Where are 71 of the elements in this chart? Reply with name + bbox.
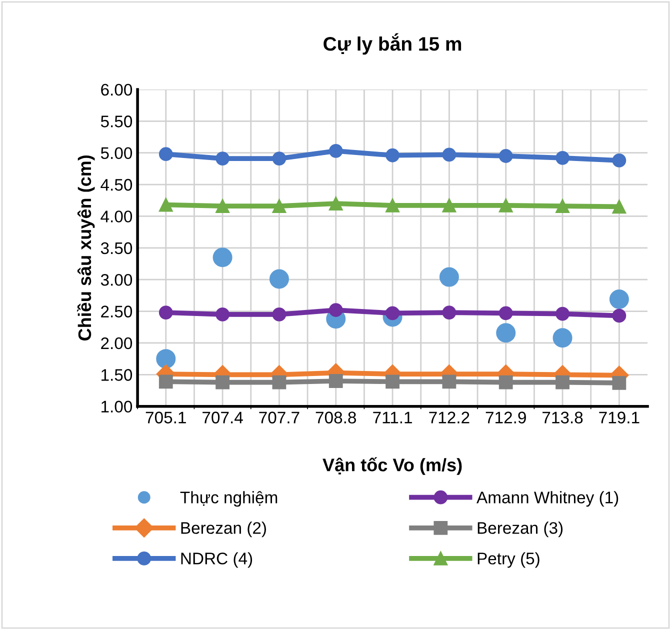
- point: [272, 308, 286, 322]
- legend-label: NDRC (4): [181, 552, 252, 568]
- point: [386, 374, 400, 389]
- point: [328, 144, 343, 158]
- y-tick-label: 3.50: [100, 242, 132, 254]
- point: [386, 198, 400, 212]
- point: [212, 248, 232, 268]
- point: [498, 149, 513, 163]
- point: [612, 154, 626, 168]
- point: [612, 200, 626, 214]
- point: [498, 306, 513, 320]
- x-tick-label: 708.8: [316, 412, 356, 424]
- point: [216, 308, 230, 322]
- legend-label: Berezan (3): [478, 522, 563, 538]
- point: [612, 376, 626, 390]
- point: [552, 328, 572, 348]
- legend-label: Berezan (2): [181, 522, 266, 538]
- point: [158, 374, 173, 389]
- point: [216, 199, 230, 214]
- y-tick-label: 1.50: [102, 369, 132, 381]
- legend-label: Petry (5): [478, 552, 540, 568]
- point: [556, 150, 570, 165]
- y-tick-label: 3.00: [100, 274, 132, 286]
- y-axis-title: Chiều sâu xuyên (cm): [77, 155, 95, 340]
- point: [216, 375, 230, 390]
- point: [158, 147, 173, 162]
- y-tick-label: 2.50: [101, 306, 132, 318]
- point: [386, 148, 400, 162]
- point: [328, 196, 343, 210]
- y-tick-label: 5.00: [100, 147, 132, 160]
- point: [498, 198, 513, 212]
- point: [158, 306, 173, 320]
- point: [269, 269, 289, 289]
- legend-label: Thực nghiệm: [180, 491, 278, 507]
- point: [612, 308, 626, 323]
- point: [442, 306, 456, 320]
- point: [328, 374, 343, 388]
- point: [216, 152, 230, 166]
- point: [439, 267, 459, 287]
- point: [609, 289, 629, 309]
- chart-title: Cự ly bắn 15 m: [324, 33, 462, 55]
- point: [496, 323, 516, 343]
- y-tick-label: 6.00: [101, 84, 132, 96]
- x-tick-label: 713.8: [542, 412, 583, 424]
- x-tick-label: 712.9: [486, 412, 526, 424]
- y-tick-label: 4.50: [100, 178, 132, 191]
- point: [442, 148, 456, 162]
- legend-label: Amann Whitney (1): [476, 491, 618, 507]
- point: [442, 198, 456, 212]
- y-tick-label: 4.00: [100, 210, 132, 222]
- point: [556, 375, 570, 390]
- x-tick-label: 705.1: [146, 412, 186, 424]
- point: [442, 374, 456, 389]
- x-axis-title: Vận tốc Vo (m/s): [322, 457, 462, 475]
- point: [156, 349, 176, 369]
- point: [272, 375, 286, 390]
- point: [556, 306, 570, 321]
- point: [272, 152, 286, 166]
- x-tick-label: 707.7: [259, 412, 300, 424]
- x-tick-label: 719.1: [599, 412, 640, 424]
- point: [158, 198, 173, 212]
- point: [556, 199, 570, 214]
- x-tick-label: 707.4: [202, 412, 243, 424]
- y-tick-label: 2.00: [101, 337, 132, 350]
- x-tick-label: 711.1: [373, 412, 412, 424]
- point: [498, 375, 513, 390]
- y-tick-label: 5.50: [100, 116, 132, 128]
- y-tick-label: 1.00: [102, 400, 132, 413]
- point: [328, 303, 343, 317]
- point: [272, 199, 286, 214]
- x-tick-label: 712.2: [429, 412, 470, 424]
